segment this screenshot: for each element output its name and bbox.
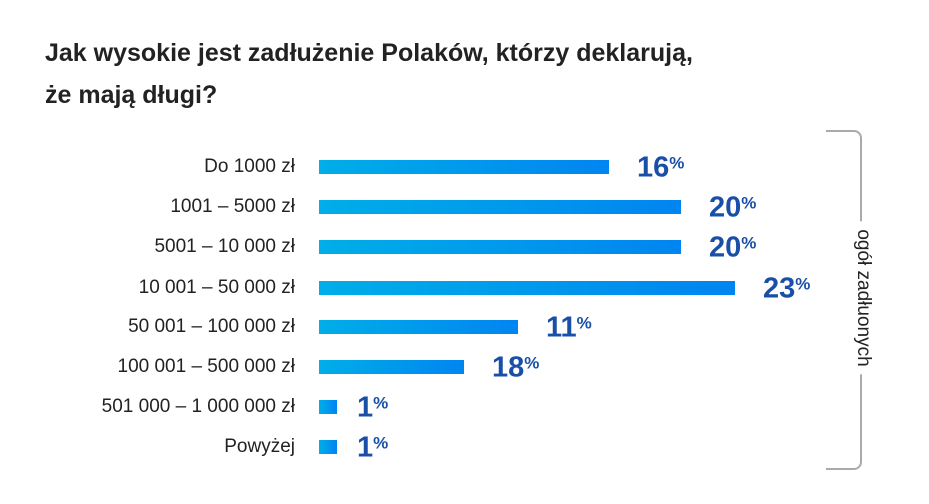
category-label: Do 1000 zł [204,156,295,177]
bar [319,240,681,254]
title-line-2: że mają długi? [45,81,218,109]
category-label: Powyżej [224,436,295,457]
data-label: 16% [637,152,684,185]
data-label: 1% [357,432,388,465]
data-label: 18% [492,352,539,385]
data-label: 23% [763,273,810,306]
bar [319,160,609,174]
data-label-unit: % [373,393,389,413]
side-label: ogół zadłuonych [852,221,874,375]
category-label: 10 001 – 50 000 zł [138,277,295,298]
data-label-value: 1 [357,431,374,464]
data-label: 20% [709,232,756,265]
data-label-value: 11 [546,311,577,344]
data-label-value: 16 [637,151,670,184]
bar [319,200,681,214]
bar [319,400,337,414]
bar [319,440,337,454]
data-label-unit: % [741,193,757,213]
bar [319,320,518,334]
title-line-1: Jak wysokie jest zadłużenie Polaków, któ… [45,39,693,67]
category-label: 5001 – 10 000 zł [154,236,295,257]
data-label-unit: % [669,153,685,173]
category-label: 501 000 – 1 000 000 zł [101,396,295,417]
category-label: 100 001 – 500 000 zł [117,356,296,377]
data-label: 11% [546,312,592,345]
data-label-value: 1 [357,391,374,424]
data-label-value: 23 [763,272,796,305]
data-label-value: 20 [709,231,742,264]
data-label-value: 20 [709,191,742,224]
category-label: 1001 – 5000 zł [170,196,295,217]
data-label-unit: % [576,313,592,333]
data-label-unit: % [524,353,540,373]
bar [319,360,464,374]
category-label: 50 001 – 100 000 zł [128,316,295,337]
chart-title: Jak wysokie jest zadłużenie Polaków, któ… [45,32,693,116]
data-label-value: 18 [492,351,525,384]
data-label: 1% [357,392,388,425]
bar [319,281,735,295]
data-label-unit: % [373,433,389,453]
data-label-unit: % [741,233,757,253]
data-label-unit: % [795,274,811,294]
data-label: 20% [709,192,756,225]
